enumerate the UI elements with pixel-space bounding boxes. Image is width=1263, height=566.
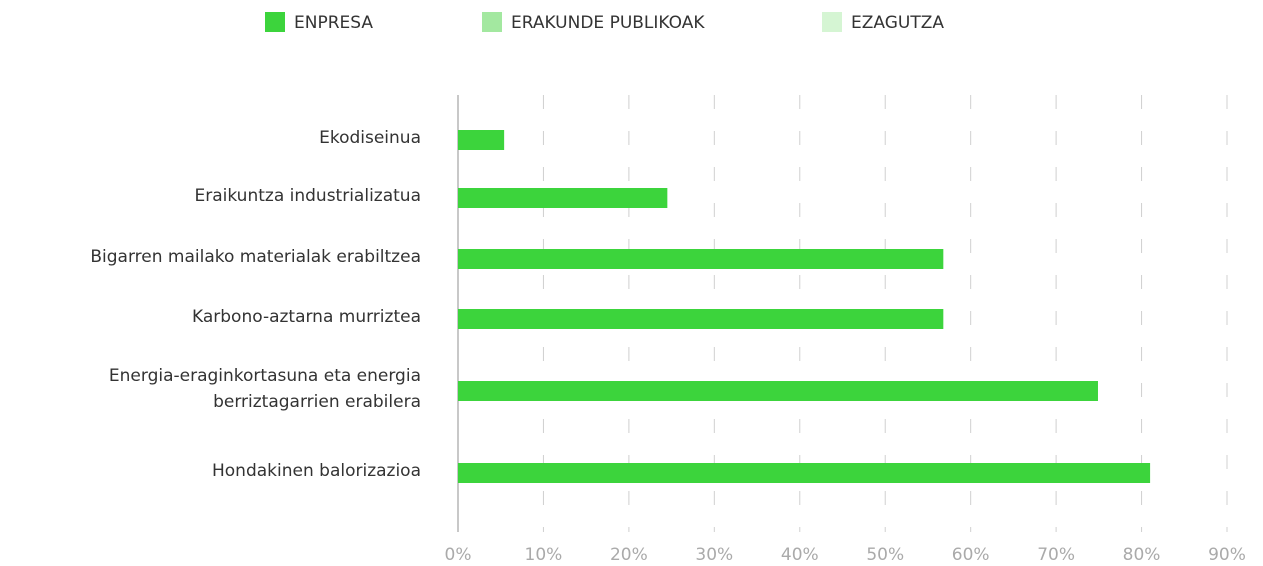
bar bbox=[458, 130, 505, 150]
bar bbox=[458, 188, 668, 208]
x-tick-label: 80% bbox=[1123, 545, 1161, 565]
x-tick-label: 40% bbox=[781, 545, 819, 565]
bar bbox=[458, 381, 1098, 401]
x-tick-label: 60% bbox=[952, 545, 990, 565]
category-label: Energia-eraginkortasuna eta energia berr… bbox=[108, 366, 421, 412]
category-label: Eraikuntza industrializatua bbox=[194, 186, 421, 206]
legend-label: ENPRESA bbox=[294, 13, 373, 33]
x-tick-label: 30% bbox=[695, 545, 733, 565]
bar bbox=[458, 463, 1151, 483]
bar bbox=[458, 249, 944, 269]
legend-label: EZAGUTZA bbox=[851, 13, 944, 33]
x-tick-label: 90% bbox=[1208, 545, 1246, 565]
legend-label: ERAKUNDE PUBLIKOAK bbox=[511, 13, 705, 33]
category-label: Hondakinen balorizazioa bbox=[212, 461, 421, 481]
x-tick-label: 50% bbox=[866, 545, 904, 565]
x-tick-label: 70% bbox=[1037, 545, 1075, 565]
bar bbox=[458, 309, 944, 329]
x-tick-label: 20% bbox=[610, 545, 648, 565]
legend-swatch bbox=[822, 12, 842, 32]
legend-swatch bbox=[482, 12, 502, 32]
x-tick-label: 0% bbox=[445, 545, 472, 565]
x-tick-label: 10% bbox=[525, 545, 563, 565]
category-label: Bigarren mailako materialak erabiltzea bbox=[90, 247, 421, 267]
category-label: Ekodiseinua bbox=[319, 128, 421, 148]
category-label: Karbono-aztarna murriztea bbox=[192, 307, 421, 327]
legend-swatch bbox=[265, 12, 285, 32]
